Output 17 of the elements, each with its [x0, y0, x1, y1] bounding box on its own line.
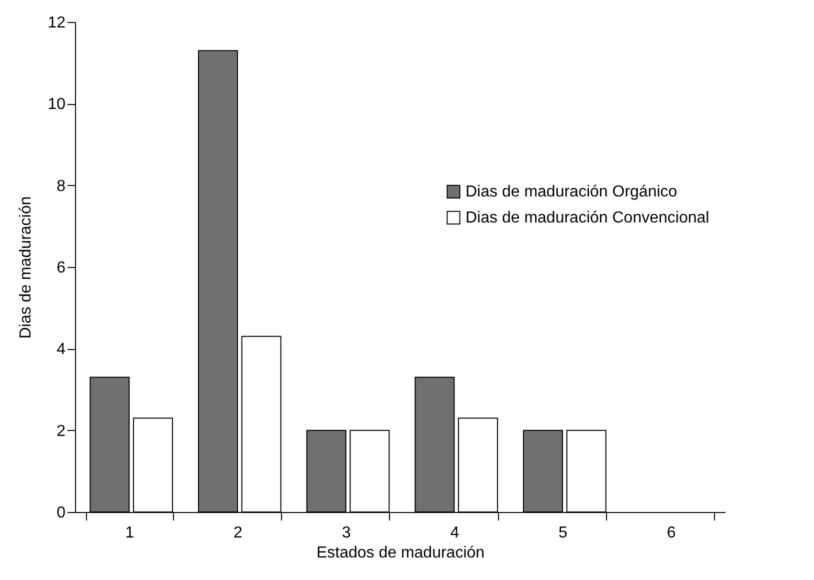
y-tick-label: 10 — [48, 96, 66, 114]
y-tick-label: 2 — [56, 422, 66, 440]
legend-label: Dias de maduración Orgánico — [466, 184, 678, 201]
x-axis-title: Estados de maduración — [316, 544, 485, 562]
y-tick-label: 8 — [56, 178, 66, 195]
x-tick-label: 5 — [558, 524, 568, 542]
y-tick-label: 4 — [56, 341, 66, 358]
x-tick-label: 3 — [342, 524, 351, 542]
x-tick-label: 2 — [234, 524, 243, 542]
y-tick-label: 6 — [56, 260, 66, 276]
y-axis-title: Dias de maduración — [18, 196, 35, 339]
x-tick-label: 1 — [125, 524, 134, 542]
x-tick-label: 4 — [450, 524, 460, 542]
y-tick-label: 12 — [48, 14, 66, 32]
x-tick-label: 6 — [666, 524, 676, 542]
y-tick-label: 0 — [56, 504, 66, 522]
legend-label: Dias de maduración Convencional — [466, 210, 710, 227]
